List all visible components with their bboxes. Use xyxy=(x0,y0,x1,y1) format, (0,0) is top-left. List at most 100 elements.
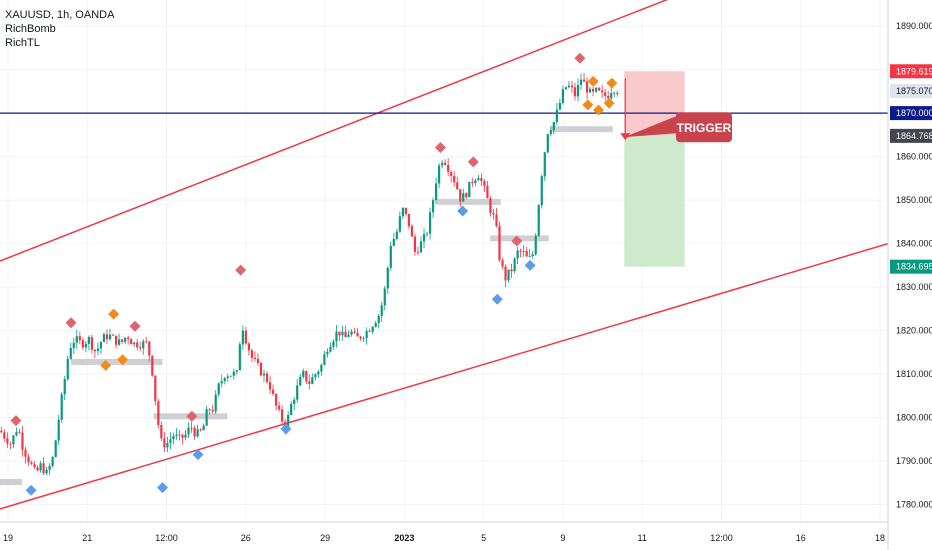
candle-body xyxy=(9,443,12,445)
candle-body xyxy=(277,405,281,410)
candle-body xyxy=(54,440,57,458)
candle-body xyxy=(317,371,320,375)
price-tick-label: 1860.000 xyxy=(896,152,932,162)
candle-body xyxy=(525,250,528,257)
candle-body xyxy=(537,205,540,236)
candle-body xyxy=(438,165,441,184)
indicator-richtl[interactable]: RichTL xyxy=(5,37,40,49)
candle-body xyxy=(81,340,84,348)
trigger-annotation[interactable]: TRIGGER xyxy=(620,78,732,143)
candle-body xyxy=(244,330,247,344)
candle-body xyxy=(57,419,60,441)
candle-body xyxy=(139,347,142,349)
candle-body xyxy=(305,371,308,382)
candle-body xyxy=(151,355,154,376)
candle-body xyxy=(241,330,244,345)
trigger-callout-box xyxy=(676,112,732,143)
candle-body xyxy=(474,180,477,184)
candle-body xyxy=(456,182,459,190)
candle-body xyxy=(217,383,220,395)
candle-body xyxy=(335,331,338,342)
chart-grid xyxy=(0,0,888,522)
channel-lower-line xyxy=(0,242,889,510)
candle-body xyxy=(380,305,383,316)
price-badge xyxy=(890,106,932,121)
blue-signal-marker xyxy=(491,293,503,305)
candle-body xyxy=(389,245,392,268)
candle-body xyxy=(39,463,42,471)
candle-body xyxy=(579,79,583,85)
candle-body xyxy=(576,84,580,97)
candle-body xyxy=(395,231,398,239)
candle-body xyxy=(428,212,432,234)
candle-body xyxy=(181,434,184,438)
symbol-title[interactable]: XAUUSD, 1h, OANDA xyxy=(5,9,115,21)
price-tick-label: 1780.000 xyxy=(896,500,932,510)
candle-body xyxy=(172,435,175,440)
red-signal-marker xyxy=(235,264,247,276)
candle-body xyxy=(247,343,251,351)
candle-body xyxy=(226,376,229,379)
red-signal-marker xyxy=(186,410,198,422)
candle-body xyxy=(223,378,226,382)
candle-body xyxy=(616,92,619,94)
candle-body xyxy=(18,432,21,433)
candle-body xyxy=(205,409,208,426)
candle-body xyxy=(271,389,275,395)
candle-body xyxy=(308,381,311,384)
candle-body xyxy=(365,331,368,339)
candle-body xyxy=(187,427,190,435)
candle-body xyxy=(471,181,474,184)
candle-body xyxy=(356,332,359,337)
price-badge-label: 1870.000 xyxy=(896,108,932,118)
time-tick-label: 29 xyxy=(320,533,330,543)
candle-body xyxy=(133,342,136,345)
candle-body xyxy=(253,357,257,359)
time-tick-label: 12:00 xyxy=(710,533,733,543)
candle-body xyxy=(105,334,109,340)
candle-body xyxy=(344,331,347,338)
candle-body xyxy=(329,346,332,352)
candle-body xyxy=(296,385,299,400)
price-badge-label: 1864.768 xyxy=(896,131,932,141)
time-axis[interactable]: 19 21 12:00 26 29 2023 5 9 11 12:00 16 18 xyxy=(0,521,888,543)
candle-body xyxy=(431,200,435,213)
candle-body xyxy=(383,288,386,306)
trend-channel[interactable] xyxy=(0,0,889,510)
signal-markers xyxy=(10,52,618,496)
candle-body xyxy=(184,434,187,438)
orange-signal-marker xyxy=(587,75,599,87)
candle-body xyxy=(540,176,543,206)
candle-body xyxy=(549,130,552,135)
candle-body xyxy=(347,334,350,338)
candle-body xyxy=(447,164,450,172)
red-signal-marker xyxy=(65,317,77,329)
candle-body xyxy=(489,198,492,213)
candle-body xyxy=(30,462,33,465)
candle-body xyxy=(111,334,115,336)
blue-signal-marker xyxy=(524,259,536,271)
candle-body xyxy=(585,81,589,93)
candle-body xyxy=(468,181,471,198)
price-axis[interactable]: 1780.000 1790.000 1800.000 1810.000 1820.000… xyxy=(887,0,932,550)
blue-signal-marker xyxy=(457,205,469,217)
candle-body xyxy=(425,233,429,235)
candle-body xyxy=(386,267,389,289)
short-position-tool[interactable] xyxy=(624,71,685,267)
time-tick-label: 21 xyxy=(82,533,92,543)
indicator-richbomb[interactable]: RichBomb xyxy=(5,23,56,35)
candle-body xyxy=(42,463,45,474)
candle-body xyxy=(311,377,314,384)
zone-bar xyxy=(71,358,163,365)
price-badge xyxy=(890,128,932,143)
candle-body xyxy=(229,375,232,377)
time-tick-label: 16 xyxy=(796,533,806,543)
candle-body xyxy=(441,162,444,166)
candle-body xyxy=(214,394,217,412)
candle-body xyxy=(326,351,329,355)
blue-signal-marker xyxy=(192,449,204,461)
candle-body xyxy=(96,348,100,352)
candle-body xyxy=(546,134,549,153)
candle-body xyxy=(543,152,546,177)
